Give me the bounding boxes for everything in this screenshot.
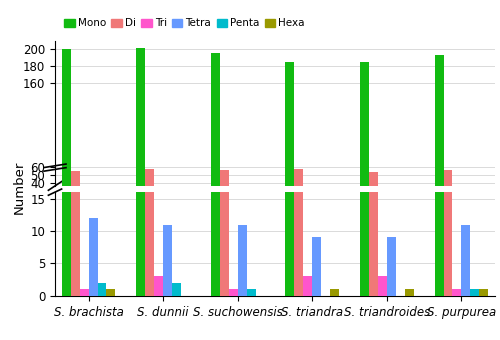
- Bar: [452, 289, 462, 296]
- Bar: [163, 224, 172, 296]
- Bar: [387, 238, 396, 296]
- Bar: [312, 209, 321, 217]
- Bar: [88, 207, 98, 217]
- Bar: [62, 49, 70, 217]
- Bar: [80, 289, 88, 296]
- Bar: [88, 218, 98, 296]
- Bar: [434, 55, 444, 217]
- Bar: [286, 62, 294, 217]
- Bar: [360, 62, 369, 217]
- Legend: Mono, Di, Tri, Tetra, Penta, Hexa: Mono, Di, Tri, Tetra, Penta, Hexa: [60, 14, 309, 32]
- Bar: [444, 0, 452, 296]
- Bar: [462, 224, 470, 296]
- Bar: [172, 215, 181, 217]
- Bar: [452, 216, 462, 217]
- Bar: [70, 171, 80, 217]
- Text: Number: Number: [12, 160, 26, 214]
- Bar: [360, 0, 369, 296]
- Bar: [220, 0, 229, 296]
- Bar: [330, 216, 339, 217]
- Bar: [387, 209, 396, 217]
- Bar: [246, 289, 256, 296]
- Bar: [480, 289, 488, 296]
- Bar: [470, 216, 480, 217]
- Bar: [369, 172, 378, 217]
- Bar: [304, 215, 312, 217]
- Bar: [145, 169, 154, 217]
- Bar: [405, 289, 413, 296]
- Bar: [444, 170, 452, 217]
- Bar: [330, 289, 339, 296]
- Bar: [98, 215, 106, 217]
- Bar: [98, 283, 106, 296]
- Bar: [480, 216, 488, 217]
- Bar: [294, 0, 304, 296]
- Bar: [163, 208, 172, 217]
- Bar: [369, 0, 378, 296]
- Bar: [294, 169, 304, 217]
- Bar: [136, 0, 145, 296]
- Bar: [378, 215, 387, 217]
- Bar: [229, 289, 237, 296]
- Bar: [434, 0, 444, 296]
- Bar: [62, 0, 70, 296]
- Bar: [70, 0, 80, 296]
- Bar: [211, 0, 220, 296]
- Bar: [470, 289, 480, 296]
- Bar: [304, 276, 312, 296]
- Bar: [80, 216, 88, 217]
- Bar: [286, 0, 294, 296]
- Bar: [246, 216, 256, 217]
- Bar: [220, 170, 229, 217]
- Bar: [106, 289, 116, 296]
- Bar: [172, 283, 181, 296]
- Bar: [312, 238, 321, 296]
- Bar: [211, 53, 220, 217]
- Bar: [238, 224, 246, 296]
- Bar: [136, 48, 145, 217]
- Bar: [405, 216, 413, 217]
- Bar: [145, 0, 154, 296]
- Bar: [378, 276, 387, 296]
- Bar: [462, 208, 470, 217]
- Bar: [154, 215, 163, 217]
- Bar: [229, 216, 237, 217]
- Bar: [238, 208, 246, 217]
- Bar: [154, 276, 163, 296]
- Bar: [106, 216, 116, 217]
